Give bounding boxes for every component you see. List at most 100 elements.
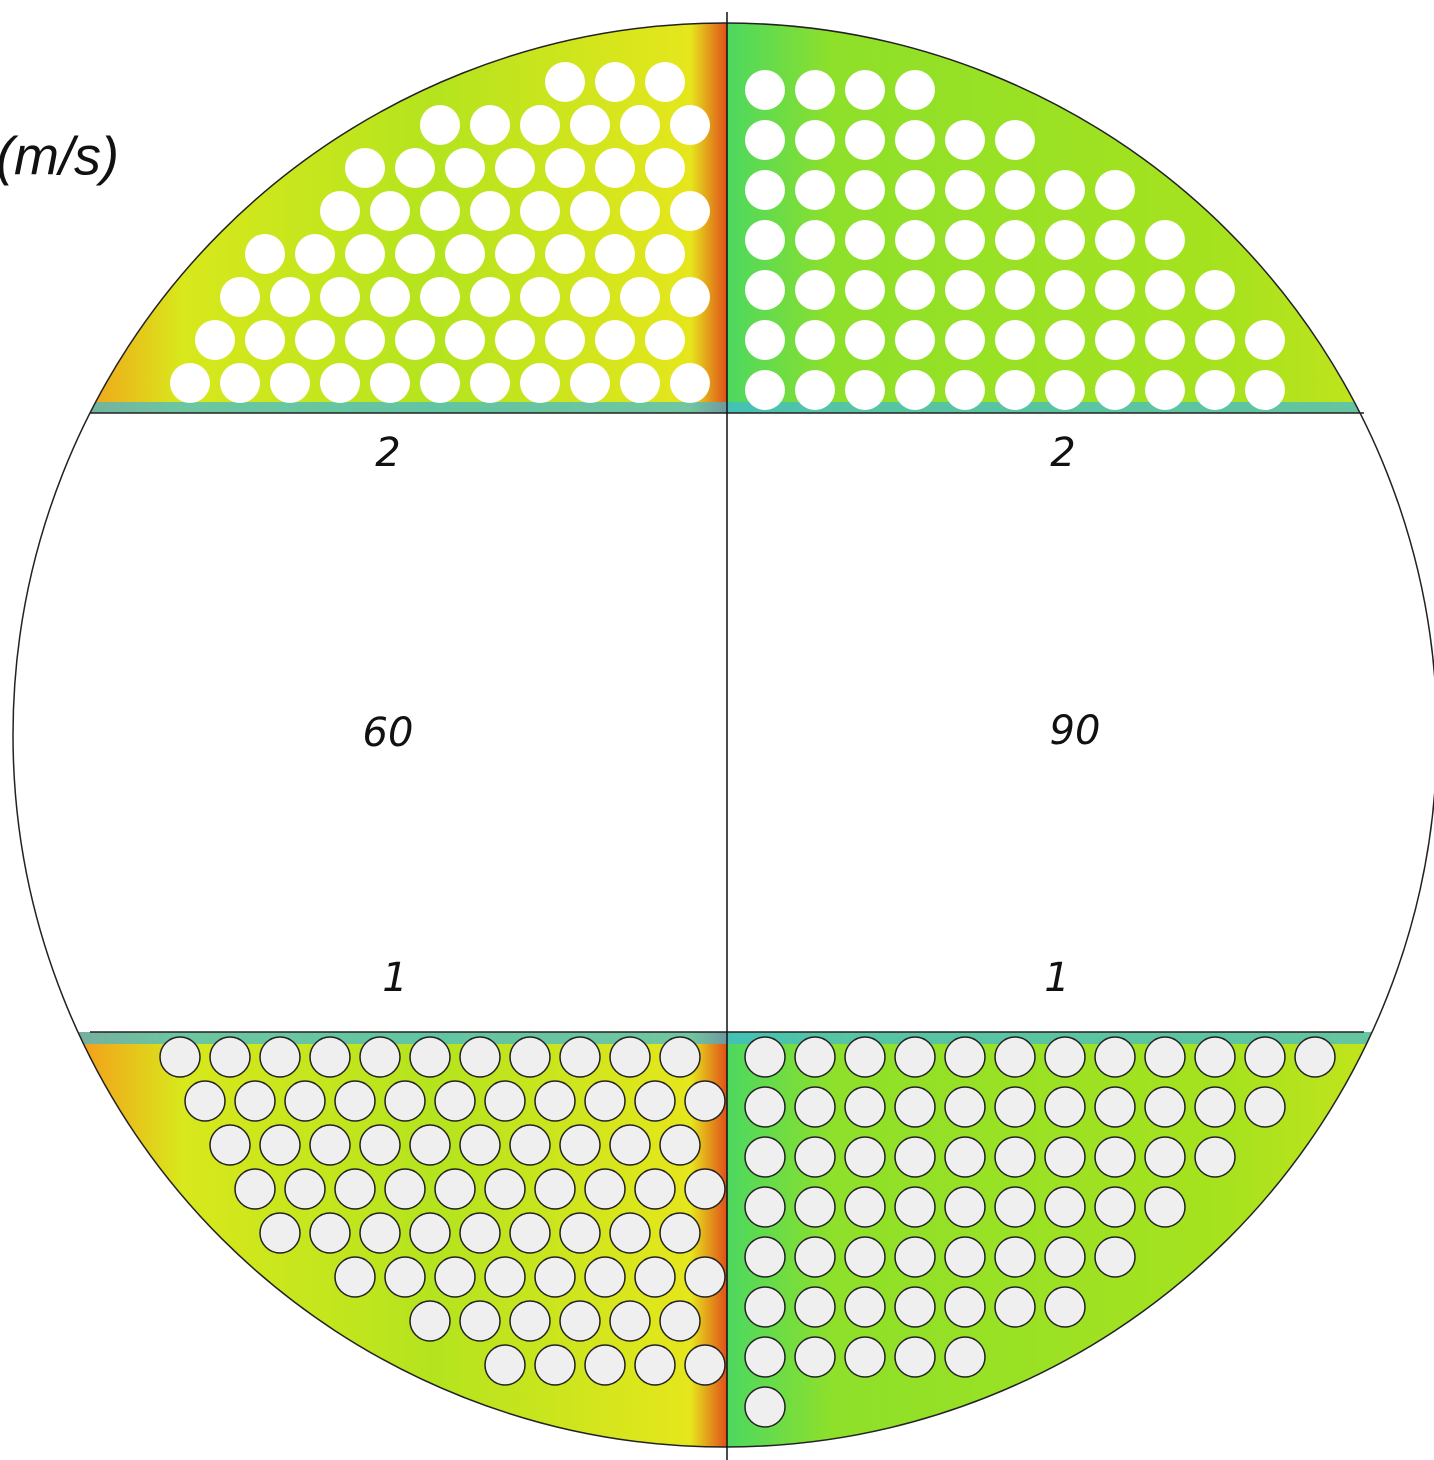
- tube: [895, 370, 935, 410]
- tube: [745, 270, 785, 310]
- tube: [584, 1256, 626, 1298]
- tube: [370, 363, 410, 403]
- tube: [745, 220, 785, 260]
- tube: [1245, 320, 1285, 360]
- tube: [545, 148, 585, 188]
- tube: [259, 1036, 301, 1078]
- tube: [995, 370, 1035, 410]
- tube: [470, 105, 510, 145]
- tube: [195, 320, 235, 360]
- tube: [595, 148, 635, 188]
- tube: [795, 220, 835, 260]
- tube: [459, 1036, 501, 1078]
- tube: [894, 1136, 936, 1178]
- tube: [559, 1212, 601, 1254]
- tube: [620, 277, 660, 317]
- tube: [944, 1336, 986, 1378]
- tube: [484, 1168, 526, 1210]
- tube: [1145, 270, 1185, 310]
- tube: [270, 363, 310, 403]
- tube: [1244, 1036, 1286, 1078]
- tube: [844, 1236, 886, 1278]
- tube: [944, 1086, 986, 1128]
- tube: [159, 1036, 201, 1078]
- tube: [1044, 1286, 1086, 1328]
- tube: [620, 363, 660, 403]
- section-label: 2: [375, 430, 400, 476]
- tube: [570, 105, 610, 145]
- tube: [894, 1186, 936, 1228]
- tube: [309, 1036, 351, 1078]
- tube: [794, 1186, 836, 1228]
- tube: [409, 1036, 451, 1078]
- tube: [309, 1212, 351, 1254]
- tube: [1195, 370, 1235, 410]
- tube: [570, 363, 610, 403]
- tube: [445, 234, 485, 274]
- tube: [470, 277, 510, 317]
- tube: [670, 191, 710, 231]
- tube: [995, 220, 1035, 260]
- tube: [609, 1036, 651, 1078]
- tube: [384, 1080, 426, 1122]
- tube: [845, 120, 885, 160]
- tube: [684, 1256, 726, 1298]
- tube: [559, 1300, 601, 1342]
- tube: [794, 1136, 836, 1178]
- tube: [1144, 1036, 1186, 1078]
- tube: [994, 1036, 1036, 1078]
- tube: [684, 1080, 726, 1122]
- tube: [1094, 1236, 1136, 1278]
- tube: [795, 320, 835, 360]
- tube: [995, 270, 1035, 310]
- tube: [895, 220, 935, 260]
- tube: [384, 1168, 426, 1210]
- tube: [534, 1256, 576, 1298]
- tube: [1044, 1186, 1086, 1228]
- tube: [745, 370, 785, 410]
- tube: [1095, 370, 1135, 410]
- tube: [445, 320, 485, 360]
- tube: [945, 120, 985, 160]
- tube: [245, 234, 285, 274]
- tube: [845, 270, 885, 310]
- tube: [794, 1286, 836, 1328]
- tube: [584, 1168, 626, 1210]
- tube: [495, 320, 535, 360]
- tube: [795, 120, 835, 160]
- tube: [309, 1124, 351, 1166]
- tube: [894, 1086, 936, 1128]
- section-label: 90: [1050, 708, 1101, 754]
- tube: [484, 1256, 526, 1298]
- tube: [745, 70, 785, 110]
- tube: [459, 1300, 501, 1342]
- tube: [370, 277, 410, 317]
- tube: [659, 1036, 701, 1078]
- tube: [595, 234, 635, 274]
- tube: [1045, 320, 1085, 360]
- tube: [545, 320, 585, 360]
- tube: [520, 191, 560, 231]
- tube: [945, 170, 985, 210]
- tube: [844, 1286, 886, 1328]
- tube: [844, 1186, 886, 1228]
- tube: [844, 1136, 886, 1178]
- tube: [595, 320, 635, 360]
- tube: [545, 234, 585, 274]
- tube: [209, 1036, 251, 1078]
- tube: [634, 1344, 676, 1386]
- tube: [1195, 270, 1235, 310]
- tube: [845, 320, 885, 360]
- tube: [1045, 170, 1085, 210]
- tube: [945, 320, 985, 360]
- tube: [284, 1080, 326, 1122]
- tube: [584, 1080, 626, 1122]
- tube: [534, 1080, 576, 1122]
- tube: [570, 191, 610, 231]
- tube: [434, 1168, 476, 1210]
- tube: [234, 1168, 276, 1210]
- tube: [395, 234, 435, 274]
- tube: [509, 1124, 551, 1166]
- section-label: 2: [1050, 430, 1075, 476]
- tube: [295, 320, 335, 360]
